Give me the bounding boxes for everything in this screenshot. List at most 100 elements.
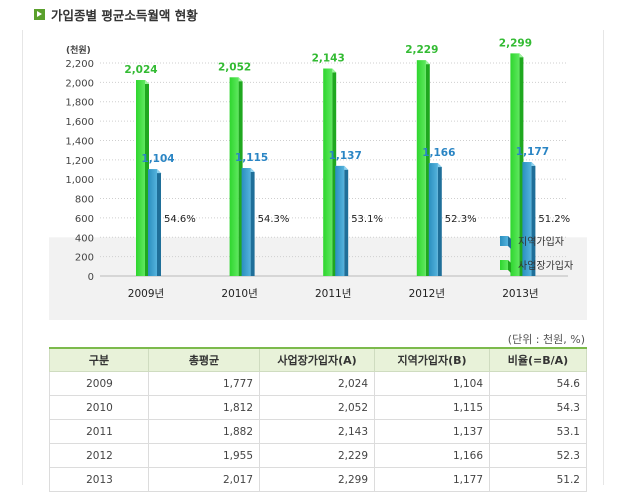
cell-regional: 1,104 — [374, 371, 490, 396]
y-tick-label: 600 — [75, 214, 94, 225]
cell-employer: 2,024 — [259, 371, 375, 396]
table-row: 2009 1,777 2,024 1,104 54.6 — [49, 371, 587, 396]
table-row: 2013 2,017 2,299 1,177 51.2 — [49, 467, 587, 492]
left-frame-rule — [22, 30, 23, 485]
legend-swatch — [500, 236, 508, 246]
section-header: 가입종별 평균소득월액 현황 — [34, 5, 198, 24]
regional-bar-side — [157, 169, 161, 276]
regional-bar — [241, 168, 255, 276]
regional-bar-front — [522, 162, 532, 276]
x-tick-label: 2012년 — [409, 288, 445, 300]
cell-ratio: 54.6 — [489, 371, 587, 396]
cell-total-average: 1,955 — [148, 443, 260, 468]
cell-year: 2012 — [49, 443, 149, 468]
employer-bar — [323, 68, 337, 276]
y-tick-label: 2,000 — [65, 78, 94, 89]
regional-value-label: 1,115 — [235, 152, 268, 164]
regional-bar-front — [241, 168, 251, 276]
y-tick-label: 200 — [75, 253, 94, 264]
regional-bar-side — [344, 165, 349, 276]
regional-bar-side — [437, 163, 442, 276]
section-title: 가입종별 평균소득월액 현황 — [51, 8, 198, 23]
cell-employer: 2,299 — [259, 467, 375, 492]
y-tick-label: 1,000 — [65, 175, 94, 186]
cell-ratio: 52.3 — [489, 443, 587, 468]
regional-value-label: 1,104 — [141, 153, 174, 165]
cell-year: 2009 — [49, 371, 149, 396]
employer-value-label: 2,229 — [405, 44, 438, 56]
cell-year: 2010 — [49, 395, 149, 420]
cell-employer: 2,143 — [259, 419, 375, 444]
y-tick-label: 1,800 — [65, 98, 94, 109]
cell-year: 2011 — [49, 419, 149, 444]
header-total-average: 총평균 — [148, 347, 260, 372]
employer-value-label: 2,299 — [499, 37, 532, 49]
y-tick-label: 2,200 — [65, 59, 94, 70]
cell-total-average: 1,882 — [148, 419, 260, 444]
cell-regional: 1,115 — [374, 395, 490, 420]
legend-swatch-side — [508, 260, 511, 273]
ratio-label: 52.3% — [445, 214, 477, 225]
legend-item: 사업장가입자 — [500, 259, 573, 273]
table-row: 2011 1,882 2,143 1,137 53.1 — [49, 419, 587, 444]
employer-bar — [229, 77, 243, 276]
employer-value-label: 2,052 — [218, 61, 251, 73]
unit-note: (단위 : 천원, %) — [507, 333, 585, 346]
legend-item: 지역가입자 — [500, 235, 564, 249]
table-header-row: 구분 총평균 사업장가입자(A) 지역가입자(B) 비율(=B/A) — [49, 347, 587, 372]
regional-bar — [148, 169, 161, 276]
legend-label: 사업장가입자 — [518, 259, 573, 272]
regional-value-label: 1,166 — [422, 147, 455, 159]
header-ratio: 비율(=B/A) — [489, 347, 587, 372]
regional-bar-front — [428, 163, 438, 276]
employer-bar-front — [136, 80, 145, 276]
header-category: 구분 — [49, 347, 149, 372]
regional-bar-side — [250, 168, 255, 276]
employer-bar — [136, 80, 149, 276]
cell-total-average: 1,777 — [148, 371, 260, 396]
employer-value-label: 2,024 — [124, 64, 157, 76]
cell-employer: 2,229 — [259, 443, 375, 468]
right-frame-rule — [603, 30, 604, 485]
cell-ratio: 51.2 — [489, 467, 587, 492]
cell-ratio: 54.3 — [489, 395, 587, 420]
ratio-label: 54.3% — [258, 214, 290, 225]
header-regional: 지역가입자(B) — [374, 347, 490, 372]
y-tick-label: 400 — [75, 233, 94, 244]
regional-value-label: 1,137 — [329, 150, 362, 162]
regional-bar-front — [148, 169, 157, 276]
y-tick-label: 0 — [88, 272, 94, 283]
income-bar-chart: 0 200 400 600 800 1,000 1,200 1,400 1,600 1,800 2,… — [49, 37, 587, 320]
table-row: 2010 1,812 2,052 1,115 54.3 — [49, 395, 587, 420]
cell-regional: 1,137 — [374, 419, 490, 444]
x-tick-label: 2010년 — [221, 288, 257, 300]
legend-swatch-side — [508, 236, 511, 249]
cell-total-average: 2,017 — [148, 467, 260, 492]
regional-bar — [428, 163, 442, 276]
arrow-bullet-icon — [34, 9, 45, 20]
y-tick-label: 1,200 — [65, 156, 94, 167]
legend-label: 지역가입자 — [518, 235, 564, 248]
regional-bar — [522, 162, 536, 276]
cell-total-average: 1,812 — [148, 395, 260, 420]
ratio-label: 53.1% — [351, 214, 383, 225]
employer-bar-front — [229, 77, 239, 276]
cell-employer: 2,052 — [259, 395, 375, 420]
y-tick-label: 1,600 — [65, 117, 94, 128]
x-tick-label: 2009년 — [128, 288, 164, 300]
regional-bar-side — [531, 162, 536, 276]
employer-bar — [416, 60, 430, 276]
employer-bar-front — [510, 53, 520, 276]
regional-bar-front — [335, 165, 345, 276]
table-row: 2012 1,955 2,229 1,166 52.3 — [49, 443, 587, 468]
ratio-label: 54.6% — [164, 214, 196, 225]
regional-value-label: 1,177 — [516, 146, 549, 158]
cell-regional: 1,166 — [374, 443, 490, 468]
income-data-table: 구분 총평균 사업장가입자(A) 지역가입자(B) 비율(=B/A) 2009 1… — [49, 347, 587, 492]
employer-bar-front — [323, 68, 333, 276]
legend-swatch — [500, 260, 508, 270]
cell-year: 2013 — [49, 467, 149, 492]
x-tick-label: 2013년 — [502, 288, 538, 300]
cell-ratio: 53.1 — [489, 419, 587, 444]
ratio-label: 51.2% — [538, 214, 570, 225]
